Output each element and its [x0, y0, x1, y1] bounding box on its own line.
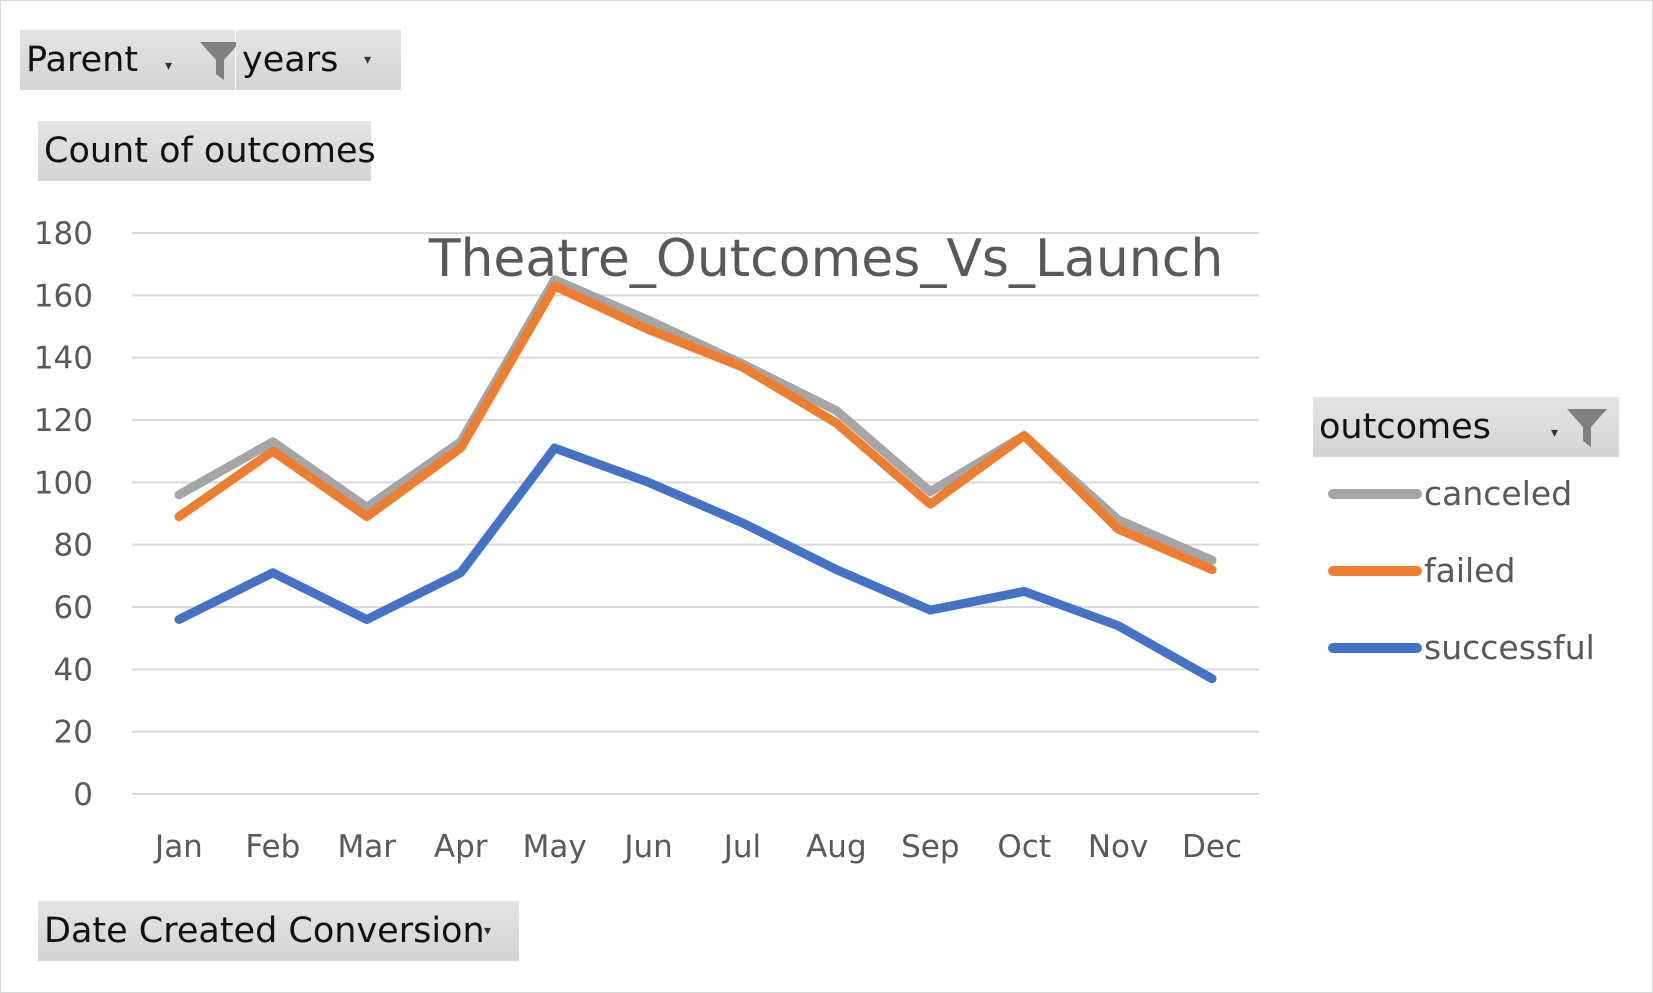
y-tick-label: 100 [34, 465, 93, 501]
x-tick-label: Oct [997, 829, 1051, 865]
x-tick-label: Feb [245, 829, 300, 865]
years-filter-label: years [242, 40, 339, 80]
x-tick-label: Jan [153, 829, 203, 865]
x-tick-label: Apr [434, 829, 488, 865]
y-tick-label: 40 [54, 652, 93, 688]
legend-label: successful [1424, 628, 1595, 667]
x-tick-label: Nov [1088, 829, 1149, 865]
x-tick-label: Sep [901, 829, 959, 865]
y-tick-label: 160 [34, 278, 93, 314]
y-tick-label: 20 [54, 715, 93, 751]
x-tick-label: Mar [338, 829, 397, 865]
y-tick-label: 60 [54, 590, 93, 626]
funnel-icon [1567, 409, 1607, 447]
dropdown-arrow-icon: ▾ [1551, 425, 1559, 441]
values-field-label: Count of outcomes [44, 131, 376, 171]
y-tick-label: 0 [73, 777, 93, 813]
y-axis-ticks: 0 20 40 60 80 100 120 140 160 180 [34, 216, 93, 813]
parent-filter-label: Parent [26, 40, 139, 80]
series-line-failed [174, 281, 1217, 575]
y-tick-label: 80 [54, 528, 93, 564]
x-tick-label: May [523, 829, 587, 865]
y-tick-label: 120 [34, 403, 93, 439]
x-tick-label: Aug [806, 829, 867, 865]
years-filter-button[interactable]: years ▾ [236, 30, 401, 90]
legend-item-canceled: canceled [1328, 474, 1572, 513]
axis-field-label: Date Created Conversion [44, 911, 485, 951]
funnel-icon [200, 42, 240, 80]
y-tick-label: 140 [34, 341, 93, 377]
legend-item-successful: successful [1328, 628, 1595, 667]
legend-field-label: outcomes [1319, 407, 1491, 447]
legend-swatch [1328, 488, 1422, 499]
dropdown-arrow-icon: ▾ [484, 923, 492, 939]
legend-label: canceled [1424, 474, 1573, 513]
legend-field-button[interactable]: outcomes ▾ [1313, 397, 1619, 457]
legend-label: failed [1424, 551, 1516, 590]
series-lines [174, 275, 1217, 684]
axis-field-button[interactable]: Date Created Conversion ▾ [38, 901, 519, 961]
parent-filter-button[interactable]: Parent ▾ [20, 30, 240, 90]
series-line-successful [174, 443, 1217, 684]
legend-swatch [1328, 565, 1422, 576]
legend-swatch [1328, 642, 1422, 653]
values-field-button[interactable]: Count of outcomes [38, 121, 376, 181]
chart-title: Theatre_Outcomes_Vs_Launch [428, 229, 1224, 289]
dropdown-arrow-icon: ▾ [364, 52, 372, 68]
gridlines [132, 232, 1259, 795]
dropdown-arrow-icon: ▾ [165, 58, 173, 74]
x-axis-ticks: Jan Feb Mar Apr May Jun Jul Aug Sep Oct Nov Dec [153, 829, 1242, 865]
x-tick-label: Jun [622, 829, 672, 865]
y-tick-label: 180 [34, 216, 93, 252]
x-tick-label: Jul [722, 829, 761, 865]
x-tick-label: Dec [1182, 829, 1242, 865]
legend-item-failed: failed [1328, 551, 1515, 590]
